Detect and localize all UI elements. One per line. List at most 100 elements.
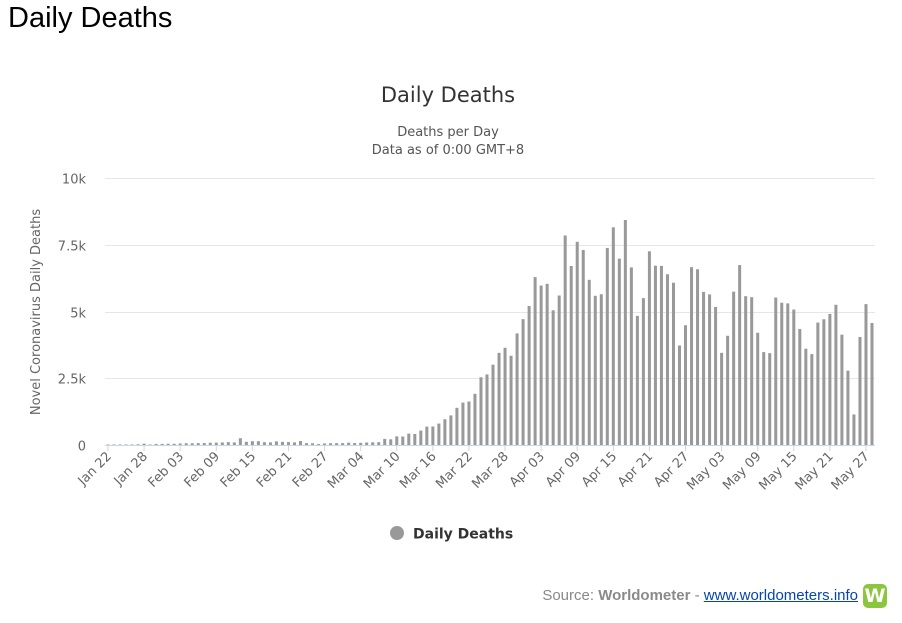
- bar[interactable]: [461, 402, 465, 445]
- bar[interactable]: [647, 251, 651, 445]
- bar[interactable]: [202, 443, 206, 445]
- bar[interactable]: [641, 298, 645, 445]
- bar[interactable]: [286, 442, 290, 445]
- bar[interactable]: [780, 302, 784, 445]
- bar[interactable]: [659, 265, 663, 445]
- bar[interactable]: [786, 303, 790, 445]
- bar[interactable]: [599, 294, 603, 445]
- bar[interactable]: [389, 439, 393, 445]
- bar[interactable]: [491, 364, 495, 445]
- bar[interactable]: [864, 304, 868, 445]
- bar[interactable]: [142, 443, 146, 445]
- bar[interactable]: [232, 442, 236, 445]
- bar[interactable]: [563, 235, 567, 445]
- bar[interactable]: [617, 258, 621, 445]
- bar[interactable]: [184, 443, 188, 445]
- bar[interactable]: [575, 241, 579, 445]
- bar[interactable]: [569, 266, 573, 445]
- bar[interactable]: [768, 353, 772, 445]
- bar[interactable]: [329, 443, 333, 445]
- bar[interactable]: [509, 355, 513, 445]
- bar[interactable]: [449, 415, 453, 445]
- bar[interactable]: [106, 444, 110, 446]
- bar[interactable]: [623, 220, 627, 445]
- bar[interactable]: [551, 310, 555, 445]
- bar[interactable]: [738, 265, 742, 445]
- bar[interactable]: [804, 348, 808, 445]
- bar[interactable]: [130, 444, 134, 446]
- worldometer-logo-icon[interactable]: W: [863, 584, 887, 608]
- bar[interactable]: [677, 345, 681, 445]
- bar[interactable]: [323, 443, 327, 445]
- bar[interactable]: [702, 291, 706, 445]
- bar[interactable]: [629, 267, 633, 445]
- bar[interactable]: [605, 247, 609, 445]
- bar[interactable]: [148, 444, 152, 446]
- bar[interactable]: [581, 249, 585, 445]
- bar[interactable]: [545, 283, 549, 445]
- bar[interactable]: [431, 426, 435, 445]
- bar[interactable]: [160, 443, 164, 445]
- bar[interactable]: [708, 294, 712, 445]
- bar[interactable]: [377, 442, 381, 445]
- bar[interactable]: [720, 352, 724, 445]
- bar[interactable]: [311, 443, 315, 445]
- bar[interactable]: [611, 227, 615, 445]
- legend[interactable]: Daily Deaths: [390, 526, 513, 543]
- bar[interactable]: [533, 277, 537, 445]
- bar[interactable]: [280, 441, 284, 445]
- bar[interactable]: [335, 443, 339, 445]
- bar[interactable]: [846, 370, 850, 445]
- bar[interactable]: [732, 291, 736, 445]
- bar[interactable]: [226, 442, 230, 445]
- bar[interactable]: [437, 423, 441, 445]
- bar[interactable]: [744, 296, 748, 445]
- bar[interactable]: [539, 285, 543, 445]
- bar[interactable]: [118, 444, 122, 446]
- bar[interactable]: [521, 319, 525, 445]
- bar[interactable]: [690, 267, 694, 445]
- bar[interactable]: [473, 393, 477, 445]
- bar[interactable]: [714, 306, 718, 445]
- bar[interactable]: [828, 313, 832, 445]
- bar[interactable]: [684, 325, 688, 445]
- bar[interactable]: [653, 265, 657, 445]
- bar[interactable]: [726, 335, 730, 445]
- bar[interactable]: [587, 279, 591, 445]
- bar[interactable]: [557, 295, 561, 445]
- bar[interactable]: [822, 319, 826, 445]
- bar[interactable]: [810, 354, 814, 445]
- bar[interactable]: [274, 441, 278, 445]
- bar[interactable]: [419, 430, 423, 445]
- bar[interactable]: [154, 443, 158, 445]
- bar[interactable]: [214, 442, 218, 445]
- bar[interactable]: [852, 414, 856, 445]
- bar[interactable]: [503, 347, 507, 445]
- bar[interactable]: [359, 442, 363, 445]
- bar[interactable]: [485, 374, 489, 445]
- bar[interactable]: [792, 309, 796, 445]
- bar[interactable]: [696, 269, 700, 445]
- bar[interactable]: [208, 442, 212, 445]
- bar[interactable]: [190, 443, 194, 445]
- bar[interactable]: [407, 433, 411, 445]
- bar[interactable]: [870, 322, 874, 445]
- bar[interactable]: [515, 333, 519, 445]
- bar[interactable]: [136, 444, 140, 445]
- bar[interactable]: [401, 436, 405, 445]
- bar[interactable]: [395, 436, 399, 445]
- bar[interactable]: [317, 444, 321, 445]
- bar[interactable]: [665, 274, 669, 445]
- bar[interactable]: [479, 377, 483, 445]
- bar[interactable]: [671, 282, 675, 445]
- bar[interactable]: [425, 426, 429, 445]
- bar[interactable]: [256, 441, 260, 445]
- source-link[interactable]: www.worldometers.info: [703, 587, 858, 604]
- bar[interactable]: [347, 442, 351, 445]
- bar[interactable]: [816, 322, 820, 445]
- bar[interactable]: [756, 332, 760, 445]
- bar[interactable]: [262, 442, 266, 445]
- bar[interactable]: [250, 441, 254, 445]
- bar[interactable]: [124, 444, 128, 446]
- bar[interactable]: [178, 443, 182, 445]
